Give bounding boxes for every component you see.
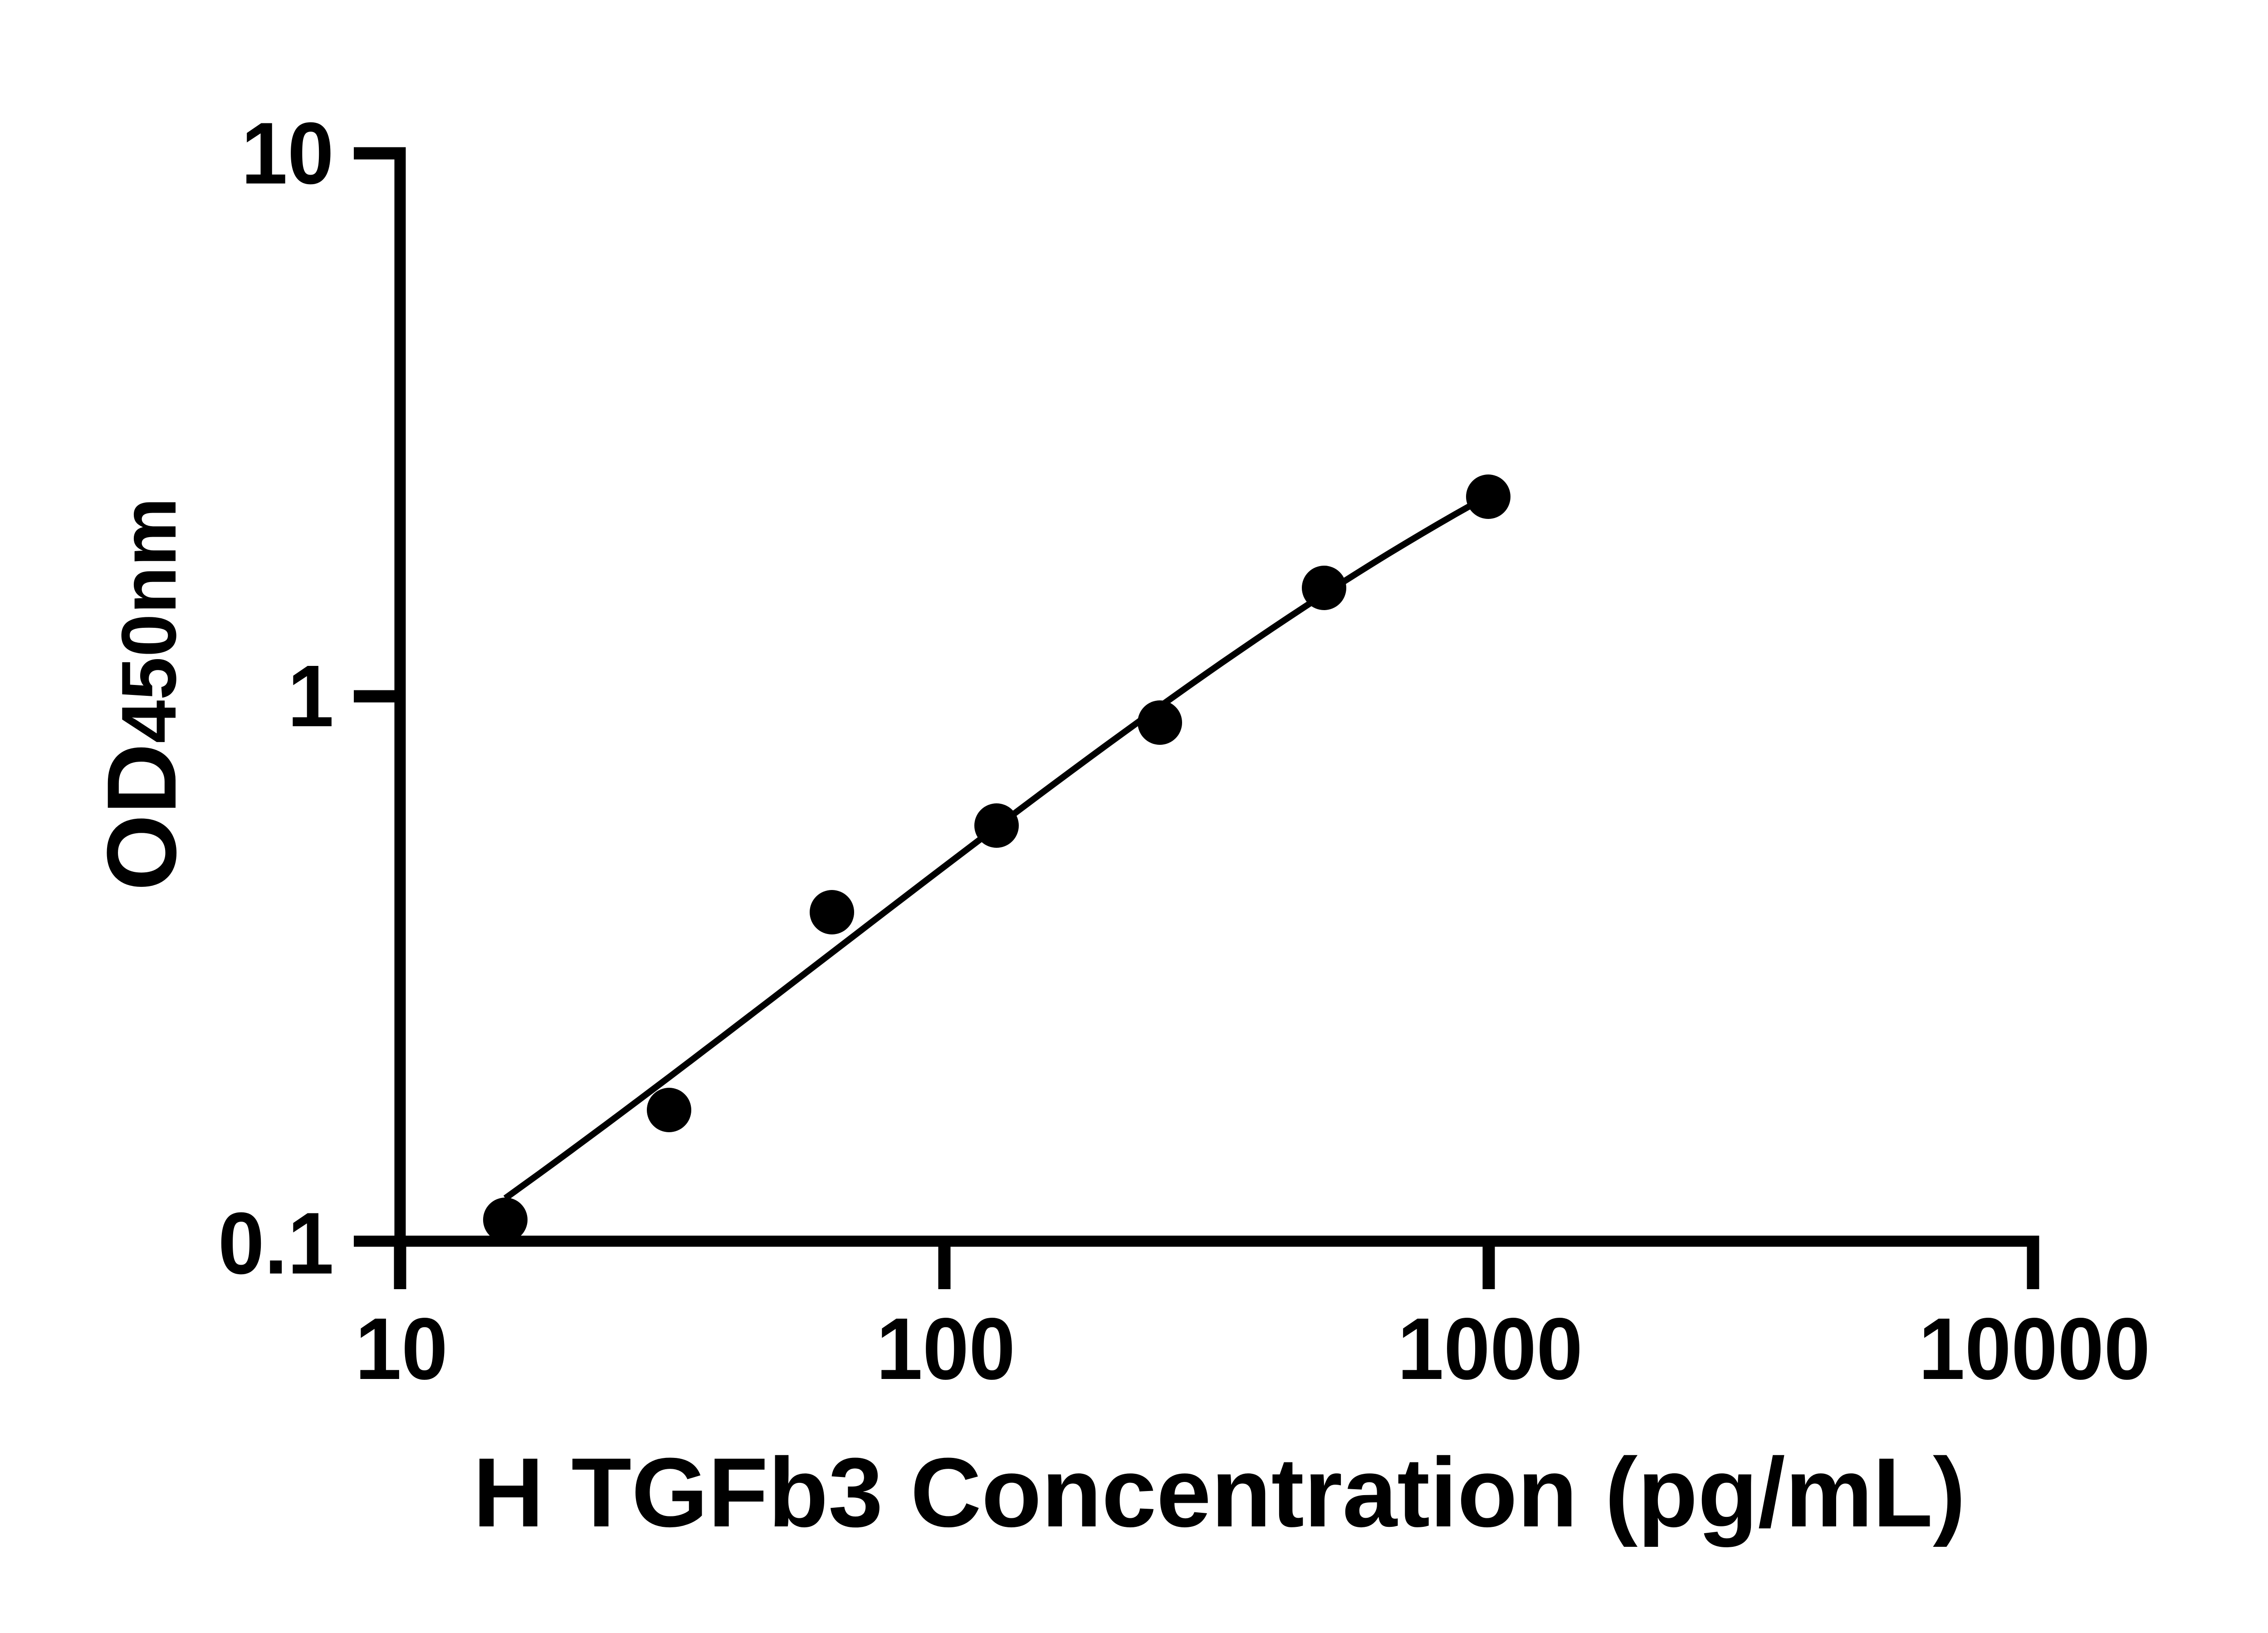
svg-text:10: 10 [241, 104, 334, 202]
svg-text:10: 10 [355, 1300, 448, 1398]
svg-text:H TGFb3 Concentration (pg/mL): H TGFb3 Concentration (pg/mL) [473, 1437, 1966, 1547]
svg-text:100: 100 [876, 1300, 1016, 1398]
svg-text:1: 1 [288, 647, 334, 745]
svg-text:1000: 1000 [1398, 1300, 1583, 1398]
svg-text:10000: 10000 [1919, 1300, 2151, 1398]
svg-text:0.1: 0.1 [218, 1194, 334, 1292]
